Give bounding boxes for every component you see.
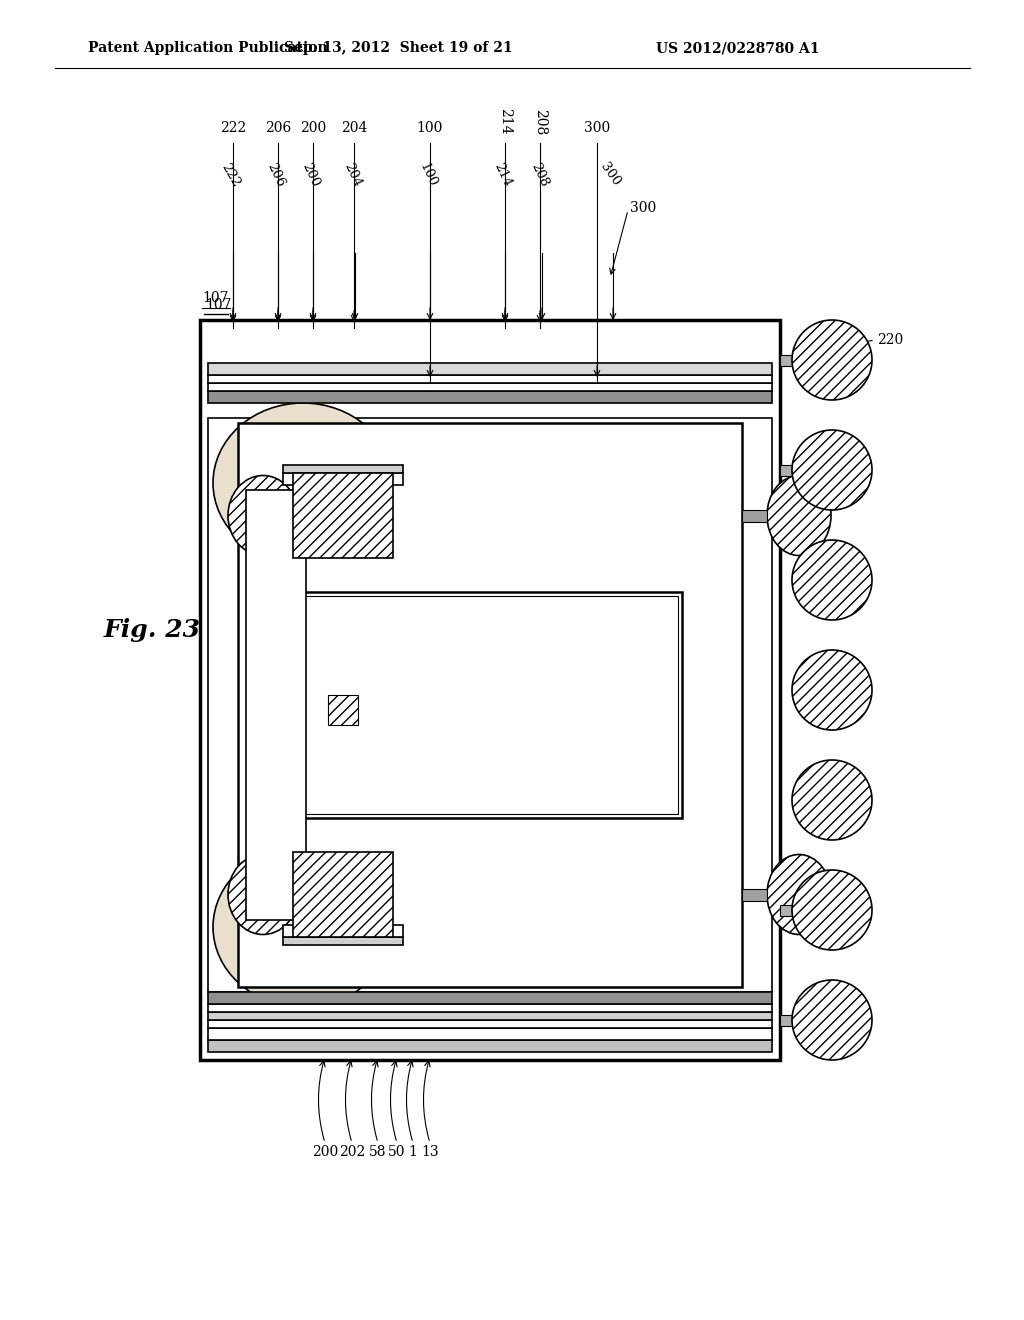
Bar [208,993,772,1005]
Text: 107: 107 [205,298,231,312]
Circle shape [792,649,872,730]
Text: 214: 214 [498,108,512,135]
Text: 222: 222 [219,161,243,189]
Bar [293,851,393,937]
Text: 200: 200 [312,1144,338,1159]
Text: 206: 206 [264,161,287,190]
Bar [780,1015,798,1026]
Text: 214: 214 [492,161,514,189]
Bar [208,1020,772,1028]
Text: 107: 107 [202,290,228,305]
Bar [742,888,767,900]
Circle shape [792,870,872,950]
Text: 58: 58 [370,1144,387,1159]
Text: 202: 202 [339,1144,366,1159]
Bar [283,937,403,945]
Bar [302,597,678,814]
Circle shape [792,430,872,510]
Bar [208,1028,772,1040]
Text: 220: 220 [877,333,903,347]
Text: Sep. 13, 2012  Sheet 19 of 21: Sep. 13, 2012 Sheet 19 of 21 [284,41,512,55]
Bar [208,1040,772,1052]
Text: 206: 206 [265,121,291,135]
Text: 200: 200 [300,161,323,189]
Text: 208: 208 [528,161,551,189]
Bar [328,696,358,725]
Bar [293,473,393,558]
Text: Fig. 23: Fig. 23 [103,618,201,642]
Bar [742,510,767,521]
Bar [246,490,306,920]
Text: 204: 204 [341,121,368,135]
Text: 1: 1 [409,1144,418,1159]
Text: Patent Application Publication: Patent Application Publication [88,41,328,55]
Circle shape [792,540,872,620]
Bar [208,391,772,403]
Ellipse shape [213,403,393,564]
Bar [283,925,403,937]
Text: 208: 208 [534,108,547,135]
Text: 300: 300 [630,201,656,215]
Text: 100: 100 [417,121,443,135]
Text: 100: 100 [417,161,439,189]
Circle shape [792,979,872,1060]
Text: 222: 222 [220,121,246,135]
Bar [208,383,772,391]
Text: 204: 204 [342,161,365,189]
Bar [208,1012,772,1020]
Bar [208,375,772,383]
Ellipse shape [228,475,298,556]
Circle shape [792,760,872,840]
Text: 50: 50 [388,1144,406,1159]
Ellipse shape [213,847,393,1007]
Text: 200: 200 [300,121,326,135]
Text: US 2012/0228780 A1: US 2012/0228780 A1 [656,41,819,55]
Bar [200,319,780,1060]
Ellipse shape [767,854,831,935]
Bar [780,355,798,366]
Text: 300: 300 [584,121,610,135]
Text: 13: 13 [421,1144,439,1159]
Circle shape [792,319,872,400]
Text: 300: 300 [598,160,623,189]
Bar [780,465,798,475]
Bar [238,422,742,987]
Bar [283,473,403,484]
Bar [208,363,772,375]
Bar [283,465,403,473]
Bar [208,418,772,993]
Bar [208,1005,772,1012]
Ellipse shape [228,854,298,935]
Bar [298,593,682,818]
Ellipse shape [767,475,831,556]
Bar [780,904,798,916]
